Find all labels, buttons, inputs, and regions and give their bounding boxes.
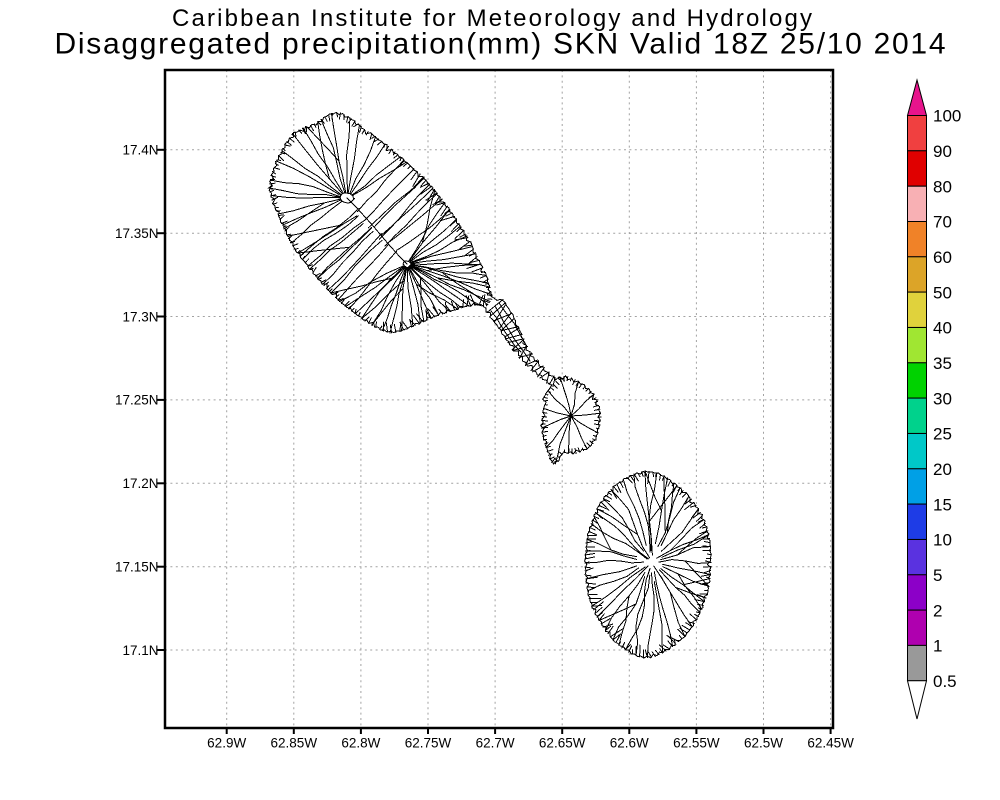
svg-text:62.75W: 62.75W <box>405 736 452 751</box>
svg-text:50: 50 <box>933 283 952 302</box>
svg-text:62.85W: 62.85W <box>271 736 318 751</box>
svg-text:70: 70 <box>933 213 952 232</box>
svg-text:Disaggregated precipitation(mm: Disaggregated precipitation(mm) SKN Vali… <box>55 28 946 61</box>
svg-text:60: 60 <box>933 248 952 267</box>
svg-text:62.7W: 62.7W <box>476 736 515 751</box>
svg-text:15: 15 <box>933 495 952 514</box>
svg-text:17.2N: 17.2N <box>122 476 158 491</box>
svg-text:62.9W: 62.9W <box>207 736 246 751</box>
svg-text:40: 40 <box>933 319 952 338</box>
svg-text:25: 25 <box>933 425 952 444</box>
svg-text:17.1N: 17.1N <box>122 643 158 658</box>
svg-text:1: 1 <box>933 637 942 656</box>
svg-text:17.35N: 17.35N <box>115 226 159 241</box>
svg-text:0.5: 0.5 <box>933 672 957 691</box>
svg-text:100: 100 <box>933 107 961 126</box>
svg-text:62.45W: 62.45W <box>807 736 854 751</box>
svg-text:62.6W: 62.6W <box>610 736 649 751</box>
svg-text:17.25N: 17.25N <box>115 393 159 408</box>
svg-text:17.4N: 17.4N <box>122 143 158 158</box>
svg-text:62.5W: 62.5W <box>744 736 783 751</box>
svg-text:Caribbean Institute for Meteor: Caribbean Institute for Meteorology and … <box>172 5 812 32</box>
svg-text:62.55W: 62.55W <box>673 736 720 751</box>
svg-text:17.3N: 17.3N <box>122 309 158 324</box>
svg-text:62.8W: 62.8W <box>341 736 380 751</box>
svg-text:20: 20 <box>933 460 952 479</box>
svg-text:17.15N: 17.15N <box>115 560 159 575</box>
svg-text:35: 35 <box>933 354 952 373</box>
svg-text:80: 80 <box>933 177 952 196</box>
svg-text:90: 90 <box>933 142 952 161</box>
svg-text:62.65W: 62.65W <box>539 736 586 751</box>
svg-text:30: 30 <box>933 389 952 408</box>
svg-text:5: 5 <box>933 566 942 585</box>
svg-text:10: 10 <box>933 531 952 550</box>
svg-text:2: 2 <box>933 601 942 620</box>
